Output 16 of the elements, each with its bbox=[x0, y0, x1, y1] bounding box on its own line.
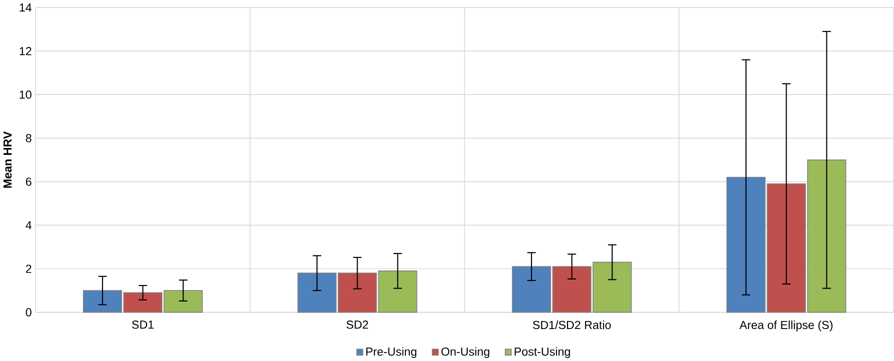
y-tick-label: 12 bbox=[20, 46, 32, 55]
y-axis-title: Mean HRV bbox=[4, 131, 12, 188]
y-tick-label: 6 bbox=[26, 177, 32, 186]
y-tick-label: 0 bbox=[26, 308, 32, 316]
legend-label: Post-Using bbox=[514, 346, 570, 358]
y-tick-label: 10 bbox=[20, 90, 32, 99]
legend-label: Pre-Using bbox=[366, 346, 416, 358]
x-tick-label: SD2 bbox=[346, 320, 368, 329]
y-tick-label: 2 bbox=[26, 264, 32, 273]
y-tick-label: 14 bbox=[20, 3, 32, 12]
y-tick-label: 8 bbox=[26, 134, 32, 142]
x-tick-label: SD1 bbox=[132, 320, 154, 329]
x-tick-label: SD1/SD2 Ratio bbox=[532, 320, 611, 329]
x-tick-label: Area of Ellipse (S) bbox=[739, 320, 832, 332]
y-tick-label: 4 bbox=[26, 221, 32, 229]
legend-label: On-Using bbox=[441, 346, 490, 358]
